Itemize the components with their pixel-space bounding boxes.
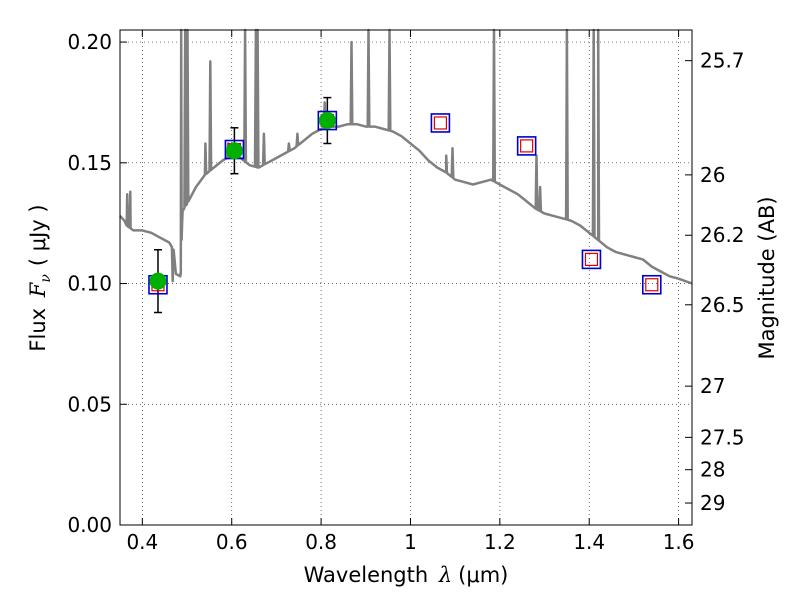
model-photometry-point xyxy=(317,110,338,131)
observed-photometry-markers xyxy=(149,112,336,290)
observed-data-point xyxy=(149,272,167,290)
model-photometry-point xyxy=(641,274,662,295)
y2-tick-label: 27.5 xyxy=(700,425,745,449)
x-axis-label: Wavelength λ (μm) xyxy=(304,563,509,587)
x-tick-label: 1 xyxy=(404,530,417,554)
y2-axis-label: Magnitude (AB) xyxy=(755,196,779,359)
model-photometry-point xyxy=(430,113,451,133)
x-tick-label: 0.6 xyxy=(216,530,248,554)
x-tick-label: 1.4 xyxy=(573,530,605,554)
y2-tick-label: 27 xyxy=(700,374,725,398)
y2-tick-label: 26 xyxy=(700,163,725,187)
y2-tick-label: 25.7 xyxy=(700,49,745,73)
model-photometry-point xyxy=(581,249,602,270)
observed-data-point xyxy=(318,112,336,130)
y-tick-label: 0.20 xyxy=(67,30,112,54)
y-axis-label: Flux Fν( μJy ) xyxy=(26,204,54,351)
model-photometry-inner xyxy=(645,278,659,292)
model-photometry-inner xyxy=(433,116,448,130)
plot-frame xyxy=(119,29,693,526)
y2-tick-label: 26.5 xyxy=(700,293,745,317)
x-tick-label: 0.4 xyxy=(126,530,158,554)
model-photometry-inner xyxy=(584,252,599,266)
y-tick-label: 0.00 xyxy=(67,513,112,537)
model-photometry-inner xyxy=(520,139,534,153)
y2-tick-label: 29 xyxy=(700,491,725,515)
observed-data-point xyxy=(225,142,243,160)
x-tick-label: 1.2 xyxy=(484,530,516,554)
model-photometry-point xyxy=(516,136,537,156)
spectrum-line xyxy=(119,28,693,285)
y2-tick-label: 26.2 xyxy=(700,223,745,247)
x-tick-label: 0.8 xyxy=(305,530,337,554)
axis-ticks: 0.4 0.6 0.8 1 1.2 1.4 1.6 0.00 0.05 0.10 0.15 0.20 2… xyxy=(67,30,745,554)
spectrum-layer xyxy=(119,28,693,285)
x-tick-label: 1.6 xyxy=(663,530,695,554)
y-tick-label: 0.15 xyxy=(67,151,112,175)
y-tick-label: 0.10 xyxy=(67,272,112,296)
y2-tick-label: 28 xyxy=(700,458,725,482)
y-tick-label: 0.05 xyxy=(67,392,112,416)
